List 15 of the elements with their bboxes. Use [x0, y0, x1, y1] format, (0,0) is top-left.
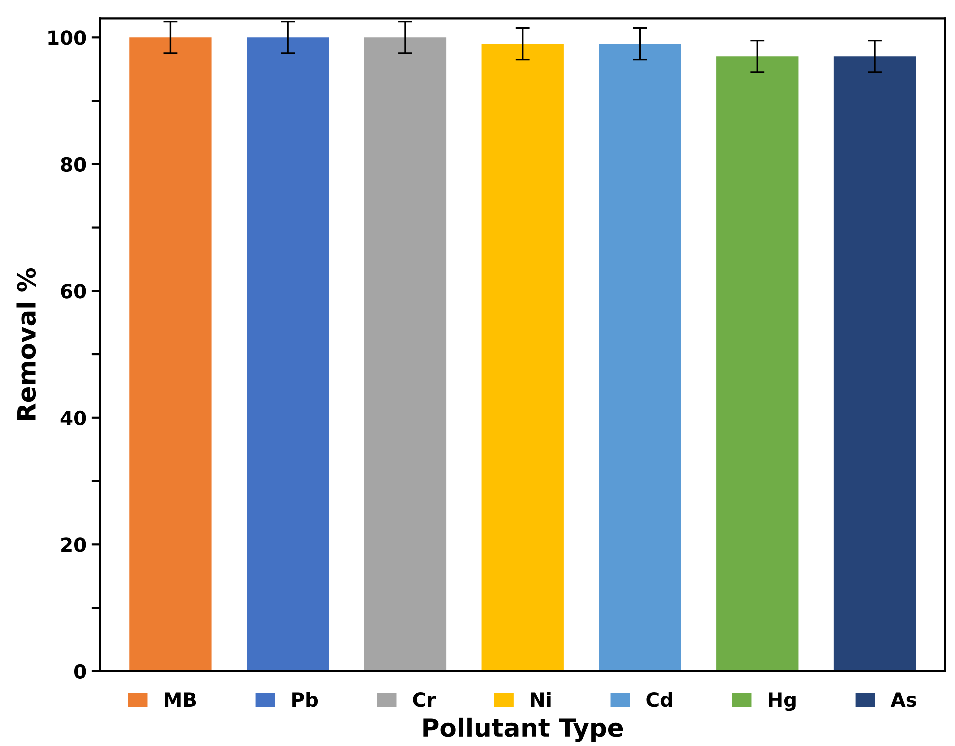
y-tick-label: 60: [61, 284, 86, 299]
y-tick-label: 0: [74, 664, 86, 680]
y-tick-label: 20: [62, 538, 86, 552]
y-tick-label: 80: [61, 157, 86, 172]
legend-label: Ni: [531, 692, 551, 707]
y-axis-title: Removal %: [16, 268, 36, 420]
legend-label: MB: [165, 692, 196, 707]
y-tick-label: 100: [48, 30, 86, 46]
x-axis-title: Pollutant Type: [424, 718, 624, 742]
legend-label: Pb: [292, 692, 318, 708]
legend-label: As: [890, 692, 917, 708]
y-tick-label: 40: [60, 410, 86, 426]
legend-label: Hg: [769, 692, 796, 712]
legend-label: Cd: [646, 692, 672, 708]
legend-label: Cr: [413, 692, 436, 708]
